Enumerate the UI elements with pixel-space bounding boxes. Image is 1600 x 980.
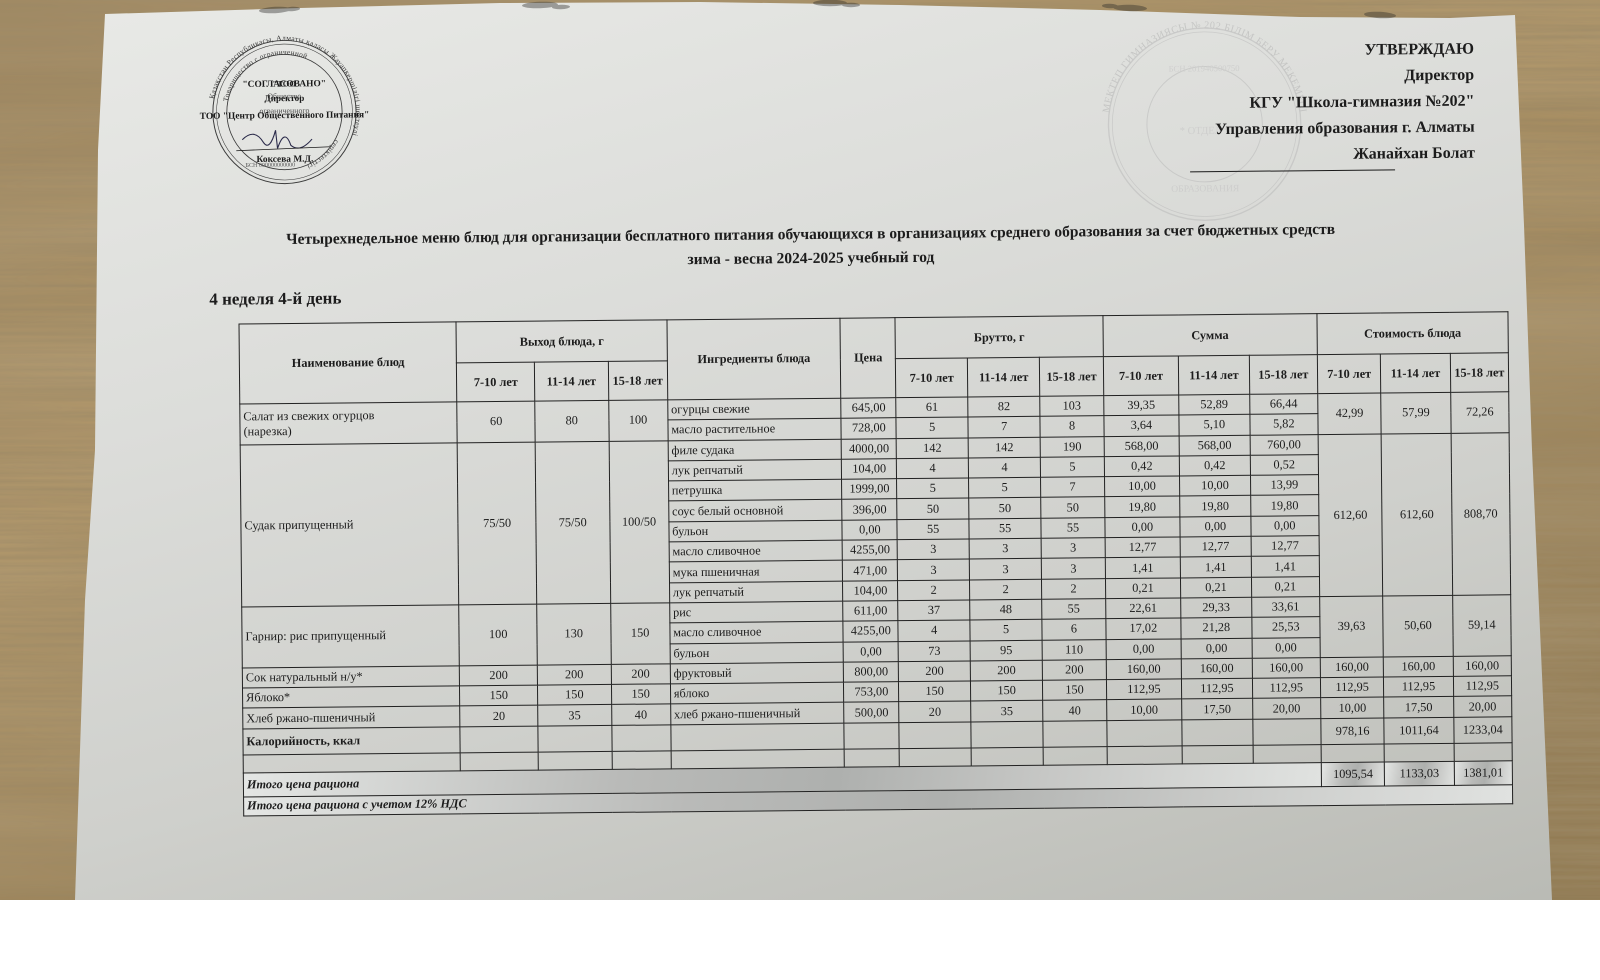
svg-text:"СОГЛАСОВАНО": "СОГЛАСОВАНО" [242,79,326,90]
svg-text:ТОО "Центр Общественного Питан: ТОО "Центр Общественного Питания" [200,109,370,122]
svg-text:Директор: Директор [264,93,304,103]
svg-text:БСН 000000000000: БСН 000000000000 [246,163,296,169]
svg-text:ОБРАЗОВАНИЯ: ОБРАЗОВАНИЯ [1171,183,1240,195]
